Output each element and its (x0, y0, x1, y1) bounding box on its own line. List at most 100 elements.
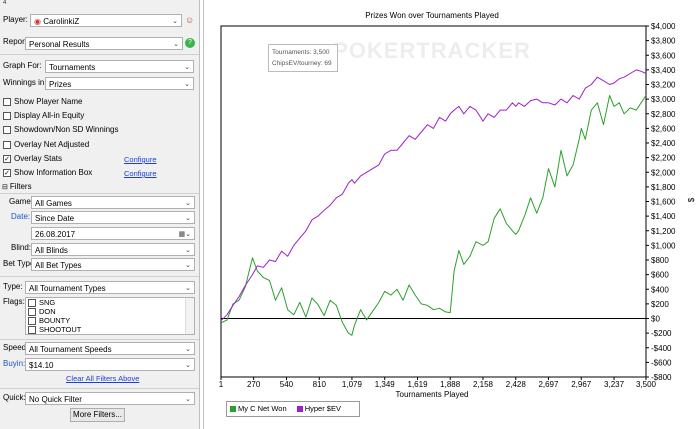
x-axis-label: Tournaments Played (396, 390, 469, 399)
y-tick-label: $2,600 (651, 124, 676, 133)
checkbox[interactable] (28, 299, 36, 307)
chevron-down-icon: ⌄ (185, 212, 191, 224)
quick-label: Quick: (3, 391, 26, 405)
y-tick-label: -$200 (651, 329, 672, 338)
option-show-info-box[interactable]: ✓ Show Information Box (3, 166, 92, 180)
y-tick-label: $3,000 (651, 95, 676, 104)
type-label: Type: (3, 280, 23, 294)
legend-swatch-green (230, 406, 236, 412)
type-select[interactable]: All Tournament Types ⌄ (25, 281, 195, 294)
checkbox[interactable] (28, 317, 36, 325)
y-tick-label: $4,000 (651, 22, 676, 31)
help-icon[interactable]: ? (185, 38, 195, 48)
configure-info-box-link[interactable]: Configure (124, 169, 157, 178)
filters-header[interactable]: ⊟ Filters (2, 180, 32, 194)
checkbox[interactable] (3, 98, 11, 106)
chevron-down-icon: ⌄ (185, 343, 191, 355)
graph-for-label: Graph For: (3, 59, 42, 73)
player-flag-icon: ◉ (34, 17, 43, 26)
info-chipsev: ChipsEV/tourney: 69 (272, 58, 334, 69)
flags-list[interactable]: SNG DON BOUNTY SHOOTOUT (25, 297, 195, 335)
y-tick-label: -$400 (651, 344, 672, 353)
x-tick-label: 1,079 (342, 380, 363, 389)
player-label: Player: (3, 13, 28, 27)
checkbox-checked[interactable]: ✓ (3, 155, 11, 163)
winnings-in-label: Winnings in: (3, 76, 47, 90)
checkbox[interactable] (3, 141, 11, 149)
chevron-down-icon: ⌄ (185, 282, 191, 294)
option-show-player-name[interactable]: Show Player Name (3, 95, 82, 109)
x-tick-label: 3,237 (604, 380, 625, 389)
y-tick-label: $1,600 (651, 198, 676, 207)
y-tick-label: $3,200 (651, 81, 676, 90)
list-item[interactable]: DON (26, 307, 194, 316)
option-overlay-net-adjusted[interactable]: Overlay Net Adjusted (3, 138, 89, 152)
legend-item: Hyper $EV (305, 404, 341, 413)
y-tick-label: $1,000 (651, 241, 676, 250)
checkbox[interactable] (3, 126, 11, 134)
y-tick-label: $2,200 (651, 154, 676, 163)
option-overlay-stats[interactable]: ✓ Overlay Stats (3, 152, 62, 166)
bet-type-select[interactable]: All Bet Types ⌄ (31, 258, 195, 271)
calendar-icon[interactable]: ▦⌄ (179, 228, 191, 240)
date-picker-input[interactable]: 26.08.2017 ▦⌄ (31, 227, 195, 240)
winnings-in-select[interactable]: Prizes ⌄ (45, 77, 194, 90)
x-tick-label: 270 (247, 380, 261, 389)
x-tick-label: 1,888 (440, 380, 461, 389)
y-tick-label: $3,800 (651, 37, 676, 46)
info-tournaments: Tournaments: 3,500 (272, 47, 334, 58)
y-tick-label: $3,400 (651, 66, 676, 75)
chevron-down-icon: ⌄ (173, 38, 179, 50)
list-item[interactable]: SHOOTOUT (26, 325, 194, 334)
checkbox-checked[interactable]: ✓ (3, 169, 11, 177)
x-tick-label: 3,500 (636, 380, 657, 389)
legend-item: My C Net Won (238, 404, 287, 413)
y-tick-label: $1,400 (651, 212, 676, 221)
series-line-net-won (221, 96, 646, 336)
chevron-down-icon: ⌄ (185, 259, 191, 271)
list-item[interactable]: BOUNTY (26, 316, 194, 325)
player-select[interactable]: ◉ CarolinkiZ ⌄ (30, 14, 182, 27)
blind-select[interactable]: All Blinds ⌄ (31, 243, 195, 256)
scrollbar[interactable] (185, 298, 194, 334)
chevron-down-icon: ⌄ (185, 244, 191, 256)
y-tick-label: $2,800 (651, 110, 676, 119)
configure-overlay-link[interactable]: Configure (124, 155, 157, 164)
divider (0, 193, 199, 194)
flags-label: Flags: (3, 295, 25, 309)
collapse-icon: ⊟ (2, 184, 10, 191)
option-display-allin-equity[interactable]: Display All-in Equity (3, 109, 84, 123)
list-item[interactable]: SNG (26, 298, 194, 307)
divider (0, 276, 199, 277)
game-select[interactable]: All Games ⌄ (31, 196, 195, 209)
x-tick-label: 540 (280, 380, 294, 389)
player-avatar-icon[interactable]: ☺ (185, 15, 195, 26)
report-select[interactable]: Personal Results ⌄ (25, 37, 183, 50)
buyin-select[interactable]: $14.10 ⌄ (25, 358, 195, 371)
clear-filters-link[interactable]: Clear All Filters Above (66, 374, 139, 383)
y-tick-label: $600 (651, 271, 669, 280)
y-tick-label: $0 (651, 315, 660, 324)
option-showdown-winnings[interactable]: Showdown/Non SD Winnings (3, 123, 119, 137)
date-select[interactable]: Since Date ⌄ (31, 211, 195, 224)
speed-select[interactable]: All Tournament Speeds ⌄ (25, 342, 195, 355)
legend: My C Net Won Hyper $EV (226, 401, 360, 417)
buyin-label[interactable]: Buyin: (3, 357, 25, 371)
panel-marker: 4 (3, 0, 6, 6)
checkbox[interactable] (28, 326, 36, 334)
x-axis: 1 270 540 810 1,079 1,349 1,619 1,888 2,158 2,428… (219, 377, 657, 389)
quick-filter-select[interactable]: No Quick Filter ⌄ (25, 392, 195, 405)
y-tick-label: $400 (651, 285, 669, 294)
y-tick-label: $1,200 (651, 227, 676, 236)
blind-label: Blind: (11, 241, 31, 255)
graph-for-select[interactable]: Tournaments ⌄ (45, 60, 194, 73)
checkbox[interactable] (3, 112, 11, 120)
chevron-down-icon: ⌄ (172, 15, 178, 27)
divider (0, 388, 199, 389)
more-filters-button[interactable]: More Filters... (70, 408, 125, 422)
x-tick-label: 1,619 (408, 380, 429, 389)
y-tick-label: $1,800 (651, 183, 676, 192)
checkbox[interactable] (28, 308, 36, 316)
date-label[interactable]: Date: (11, 210, 30, 224)
chevron-down-icon: ⌄ (184, 78, 190, 90)
